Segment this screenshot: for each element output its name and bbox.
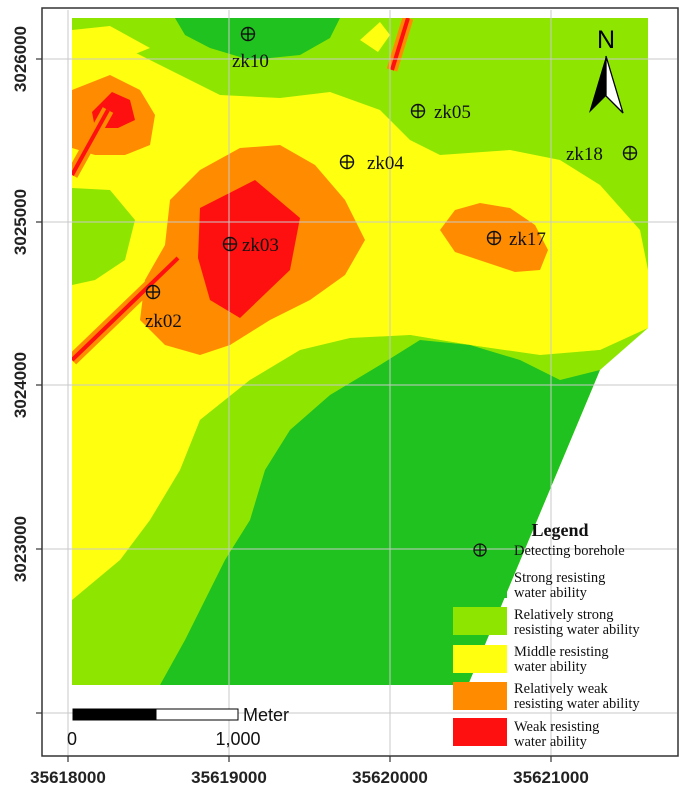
borehole-marker-icon: [622, 145, 638, 161]
zone-middle-top: [360, 22, 390, 52]
legend-item: Weak resisting water ability: [453, 718, 599, 750]
legend-swatch: [453, 570, 507, 598]
borehole-label: zk18: [566, 144, 603, 165]
axis-ticks: [36, 58, 552, 762]
legend-item: Middle resisting water ability: [453, 644, 609, 675]
x-tick-label: 35620000: [352, 768, 428, 787]
borehole-label: zk04: [367, 153, 404, 174]
legend-item-label: resisting water ability: [514, 696, 640, 712]
north-arrow-icon: [605, 55, 624, 114]
legend: Legend Detecting borehole Strong resisti…: [453, 520, 640, 750]
y-tick-label: 3024000: [11, 352, 30, 418]
zone-strong-lower: [160, 340, 600, 685]
legend-item-label: Relatively strong: [514, 607, 613, 623]
legend-item-label: resisting water ability: [514, 622, 640, 638]
legend-title: Legend: [531, 520, 588, 540]
x-tick-label: 35621000: [513, 768, 589, 787]
scale-start-label: 0: [67, 729, 77, 749]
north-arrow-label: N: [597, 26, 615, 54]
legend-item: Relatively strong resisting water abilit…: [453, 607, 640, 638]
scale-bar: Meter 0 1,000: [67, 705, 289, 749]
legend-item-label: water ability: [514, 659, 588, 675]
resisting-water-zones: [72, 18, 648, 685]
fault-streak-southwest-core: [72, 256, 180, 362]
borehole-marker-icon: [240, 26, 256, 42]
legend-item-label: water ability: [514, 734, 588, 750]
borehole-label: zk10: [232, 51, 269, 72]
x-tick-label: 35619000: [191, 768, 267, 787]
legend-item-label: Relatively weak: [514, 681, 609, 697]
legend-item: Strong resisting water ability: [453, 570, 605, 601]
legend-item-label: Weak resisting: [514, 719, 599, 735]
borehole-label: zk03: [242, 235, 279, 256]
legend-item-label: Strong resisting: [514, 570, 605, 586]
scale-unit: Meter: [243, 705, 289, 725]
north-arrow: N: [589, 26, 624, 114]
legend-borehole-entry: Detecting borehole: [473, 543, 625, 559]
legend-swatch: [453, 607, 507, 635]
borehole-marker-icon: [145, 284, 161, 300]
north-arrow-icon: [589, 56, 606, 113]
zone-middle-left: [72, 26, 150, 62]
y-tick-label: 3025000: [11, 189, 30, 255]
legend-borehole-label: Detecting borehole: [514, 543, 625, 559]
legend-swatch: [453, 682, 507, 710]
borehole-label: zk05: [434, 102, 471, 123]
y-tick-label: 3023000: [11, 516, 30, 582]
legend-swatch: [453, 645, 507, 673]
borehole-marker-icon: [222, 236, 238, 252]
legend-swatch: [453, 718, 507, 746]
x-tick-label: 35618000: [30, 768, 106, 787]
borehole-markers: [145, 26, 638, 300]
zone-relatively-strong-left: [72, 188, 135, 285]
borehole-symbol-icon: [473, 543, 487, 557]
borehole-marker-icon: [339, 154, 355, 170]
legend-item-label: water ability: [514, 585, 588, 601]
borehole-marker-icon: [486, 230, 502, 246]
zone-strong-top: [175, 18, 340, 60]
zone-weak-central: [198, 180, 300, 318]
legend-item: Relatively weak resisting water ability: [453, 681, 640, 712]
legend-item-label: Middle resisting: [514, 644, 609, 660]
y-tick-label: 3026000: [11, 26, 30, 92]
borehole-label: zk17: [509, 229, 546, 250]
fault-streak-north-core: [390, 18, 410, 71]
fault-streak-west-core: [72, 109, 110, 176]
scale-end-label: 1,000: [215, 729, 260, 749]
borehole-marker-icon: [410, 103, 426, 119]
borehole-label: zk02: [145, 311, 182, 332]
